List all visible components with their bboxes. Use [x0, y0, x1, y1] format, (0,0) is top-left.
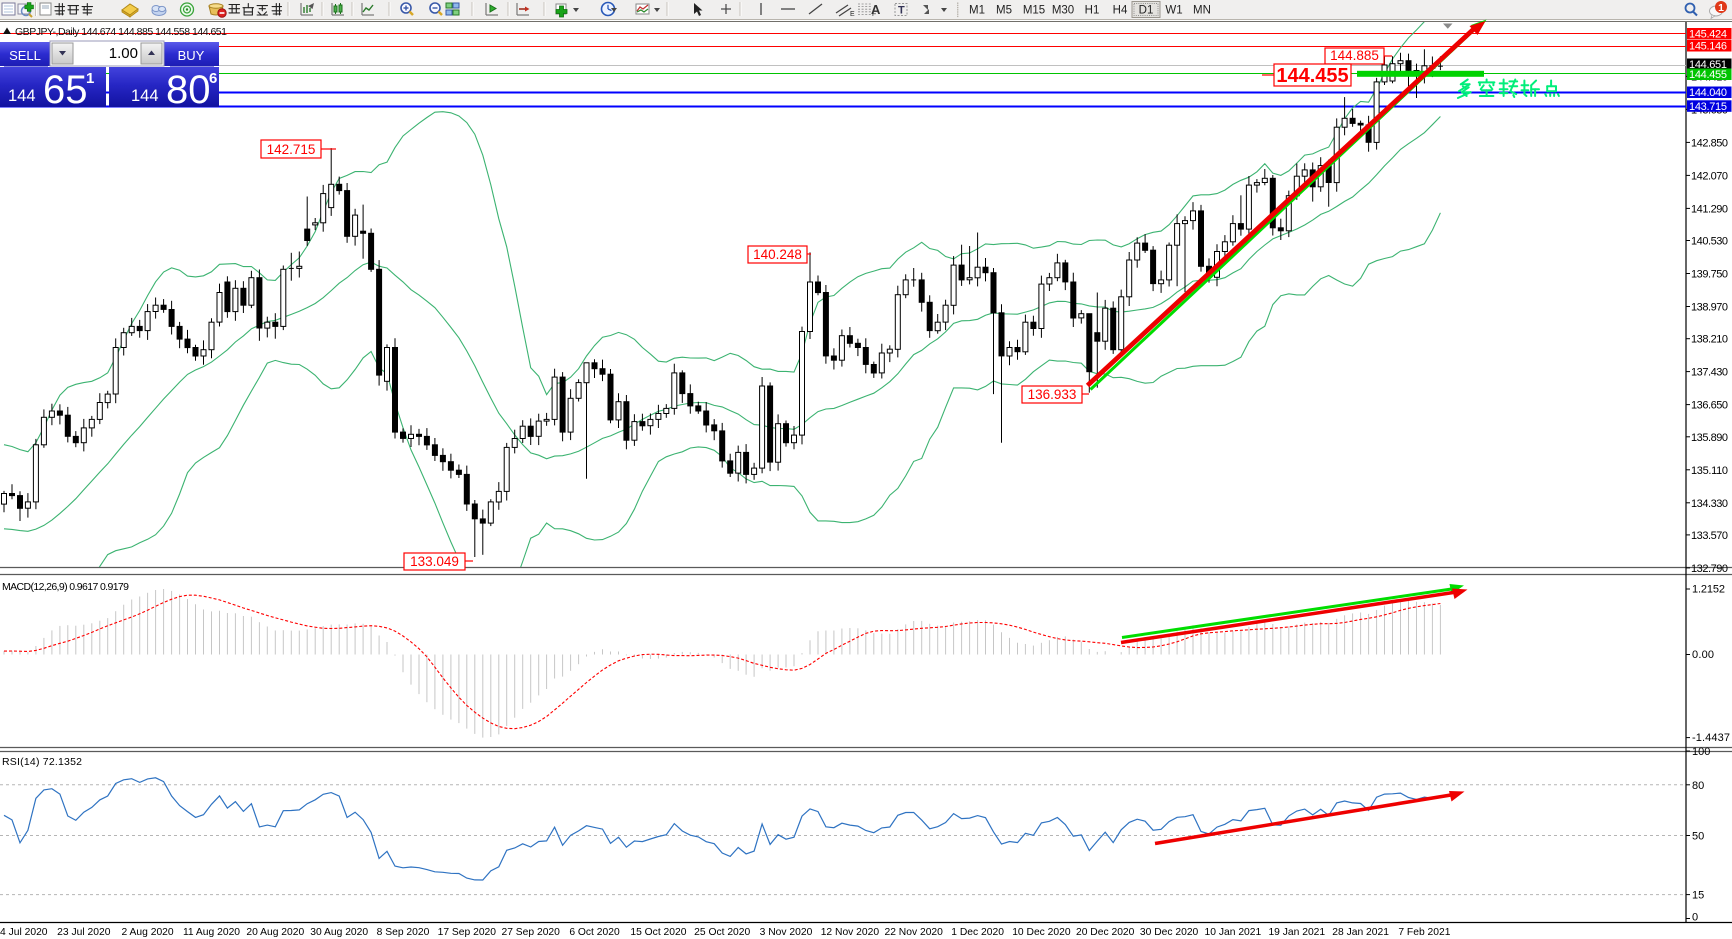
svg-text:10 Jan 2021: 10 Jan 2021 [1205, 927, 1262, 938]
svg-text:144.885: 144.885 [1330, 48, 1379, 63]
svg-text:28 Jan 2021: 28 Jan 2021 [1332, 927, 1389, 938]
svg-text:T: T [898, 5, 905, 17]
svg-text:144: 144 [131, 87, 159, 105]
svg-text:BUY: BUY [178, 48, 205, 63]
svg-text:135.110: 135.110 [1691, 465, 1728, 477]
svg-text:12 Nov 2020: 12 Nov 2020 [821, 927, 880, 938]
svg-text:133.049: 133.049 [410, 554, 459, 569]
svg-text:8 Sep 2020: 8 Sep 2020 [377, 927, 430, 938]
svg-text:80: 80 [1692, 780, 1704, 792]
svg-text:142.070: 142.070 [1691, 170, 1728, 182]
svg-text:M30: M30 [1052, 5, 1074, 17]
svg-text:138.970: 138.970 [1691, 302, 1728, 314]
svg-text:D1: D1 [1139, 5, 1154, 17]
svg-text:1 Dec 2020: 1 Dec 2020 [951, 927, 1004, 938]
svg-text:M15: M15 [1023, 5, 1045, 17]
svg-text:7 Feb 2021: 7 Feb 2021 [1398, 927, 1450, 938]
svg-text:100: 100 [1692, 746, 1710, 758]
svg-text:2 Aug 2020: 2 Aug 2020 [122, 927, 174, 938]
svg-text:1.2152: 1.2152 [1692, 584, 1725, 596]
svg-text:E: E [850, 11, 855, 18]
svg-text:GBPJPY-,Daily 144.674 144.885: GBPJPY-,Daily 144.674 144.885 144.558 14… [15, 26, 227, 38]
svg-text:136.650: 136.650 [1691, 400, 1728, 412]
svg-text:23 Jul 2020: 23 Jul 2020 [57, 927, 111, 938]
svg-text:30 Dec 2020: 30 Dec 2020 [1140, 927, 1199, 938]
svg-text:139.750: 139.750 [1691, 269, 1728, 281]
svg-text:142.850: 142.850 [1691, 137, 1728, 149]
svg-text:19 Jan 2021: 19 Jan 2021 [1268, 927, 1325, 938]
svg-text:M5: M5 [996, 5, 1012, 17]
svg-text:MACD(12,26,9) 0.9617 0.9179: MACD(12,26,9) 0.9617 0.9179 [2, 581, 129, 593]
svg-text:15: 15 [1692, 890, 1704, 902]
svg-text:H1: H1 [1085, 5, 1100, 17]
svg-text:143.715: 143.715 [1689, 101, 1727, 113]
svg-text:10 Dec 2020: 10 Dec 2020 [1012, 927, 1071, 938]
svg-text:20 Aug 2020: 20 Aug 2020 [246, 927, 304, 938]
svg-text:144.455: 144.455 [1689, 69, 1727, 81]
svg-text:136.933: 136.933 [1028, 387, 1077, 402]
svg-text:142.715: 142.715 [267, 142, 316, 157]
svg-text:M1: M1 [969, 5, 985, 17]
svg-text:6: 6 [209, 70, 217, 87]
svg-text:140.530: 140.530 [1691, 236, 1728, 248]
svg-text:15 Oct 2020: 15 Oct 2020 [630, 927, 686, 938]
svg-text:SELL: SELL [9, 48, 41, 63]
svg-text:H4: H4 [1113, 5, 1128, 17]
svg-text:137.430: 137.430 [1691, 367, 1728, 379]
svg-text:65: 65 [43, 68, 88, 112]
svg-text:0.00: 0.00 [1692, 649, 1714, 661]
svg-text:0: 0 [1692, 912, 1698, 924]
svg-text:135.890: 135.890 [1691, 432, 1728, 444]
svg-text:134.330: 134.330 [1691, 498, 1728, 510]
svg-text:132.790: 132.790 [1691, 563, 1728, 575]
svg-text:6 Oct 2020: 6 Oct 2020 [569, 927, 620, 938]
svg-text:20 Dec 2020: 20 Dec 2020 [1076, 927, 1135, 938]
svg-text:30 Aug 2020: 30 Aug 2020 [310, 927, 368, 938]
svg-text:141.290: 141.290 [1691, 203, 1728, 215]
svg-text:1.00: 1.00 [109, 45, 138, 62]
svg-text:80: 80 [166, 68, 211, 112]
svg-text:4 Jul 2020: 4 Jul 2020 [0, 927, 48, 938]
svg-text:27 Sep 2020: 27 Sep 2020 [501, 927, 560, 938]
svg-text:144: 144 [8, 87, 36, 105]
svg-text:145.424: 145.424 [1689, 29, 1727, 41]
svg-text:MN: MN [1193, 5, 1211, 17]
svg-text:-1.4437: -1.4437 [1692, 732, 1730, 744]
svg-text:RSI(14) 72.1352: RSI(14) 72.1352 [2, 756, 82, 768]
svg-text:1: 1 [1718, 2, 1724, 14]
svg-text:A: A [871, 2, 881, 17]
svg-text:1: 1 [86, 70, 94, 87]
svg-text:W1: W1 [1165, 5, 1182, 17]
svg-text:25 Oct 2020: 25 Oct 2020 [694, 927, 750, 938]
svg-text:144.040: 144.040 [1689, 87, 1727, 99]
svg-text:144.651: 144.651 [1689, 59, 1727, 71]
svg-text:144.455: 144.455 [1276, 65, 1348, 87]
svg-text:22 Nov 2020: 22 Nov 2020 [884, 927, 943, 938]
svg-text:3 Nov 2020: 3 Nov 2020 [760, 927, 813, 938]
svg-text:145.146: 145.146 [1689, 41, 1727, 53]
svg-text:17 Sep 2020: 17 Sep 2020 [438, 927, 497, 938]
svg-text:133.570: 133.570 [1691, 530, 1728, 542]
svg-text:140.248: 140.248 [753, 247, 802, 262]
svg-text:138.210: 138.210 [1691, 334, 1728, 346]
svg-text:11 Aug 2020: 11 Aug 2020 [183, 927, 240, 938]
svg-text:50: 50 [1692, 831, 1704, 843]
svg-text:F: F [872, 11, 876, 18]
